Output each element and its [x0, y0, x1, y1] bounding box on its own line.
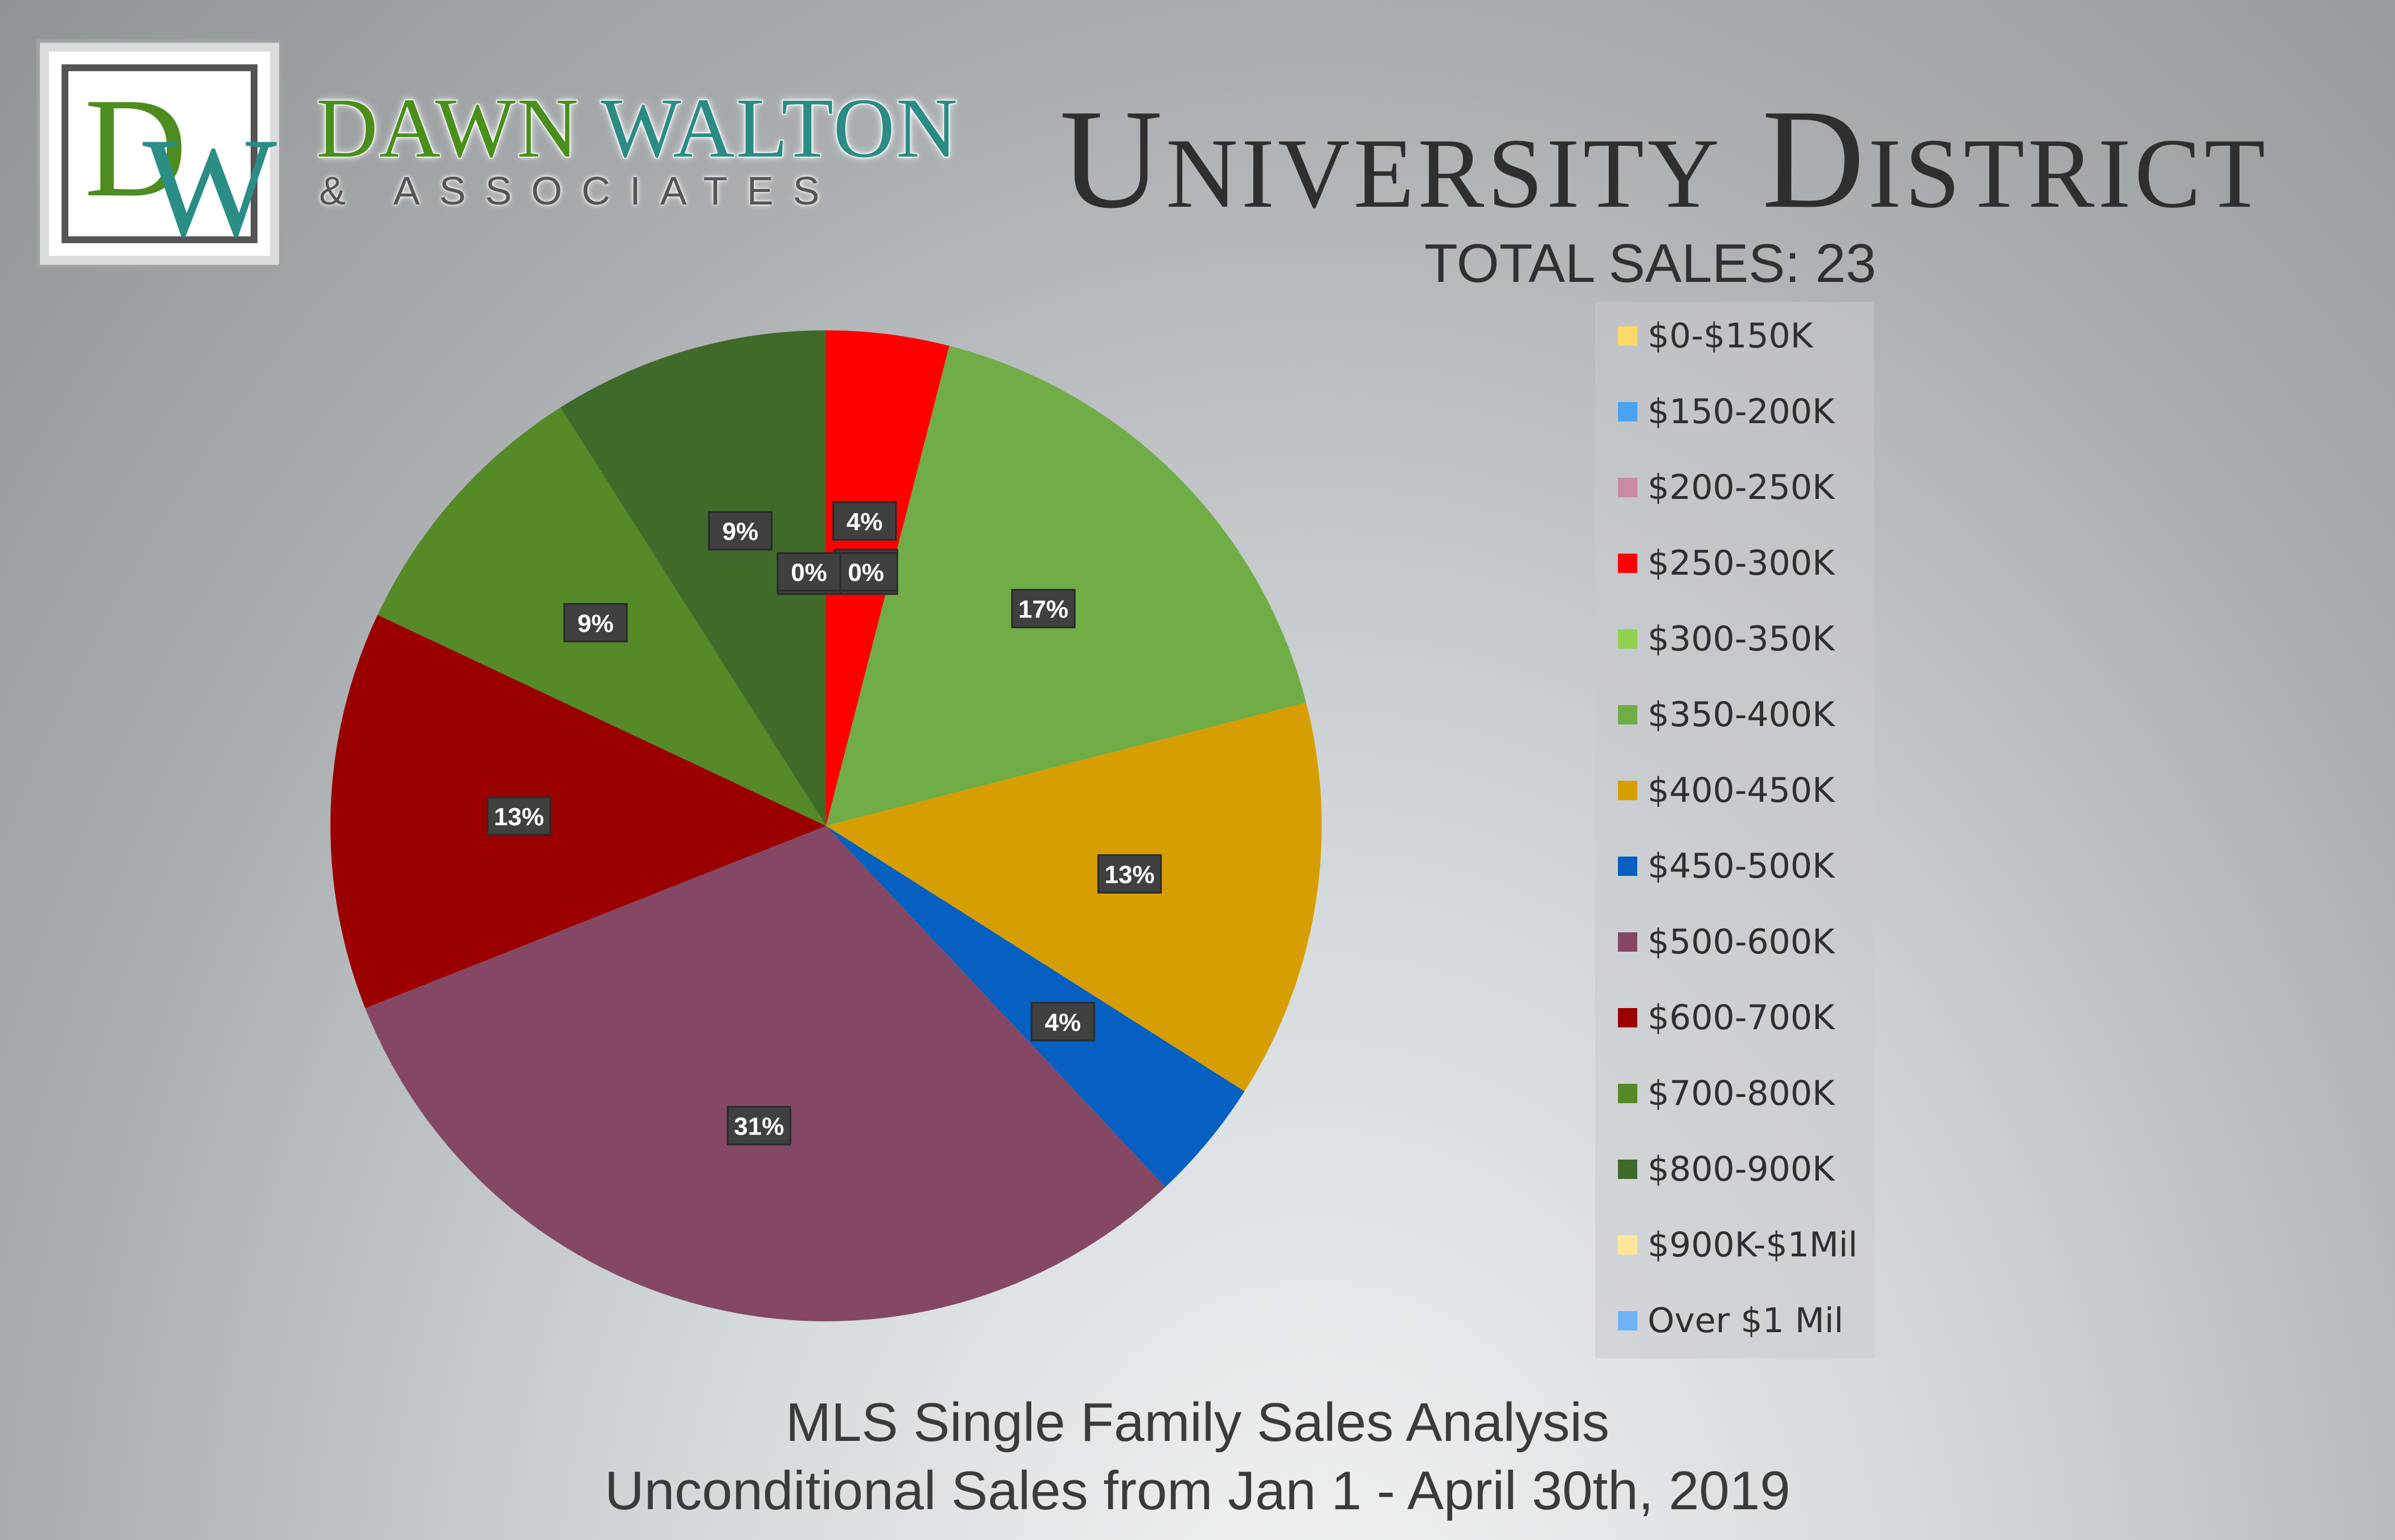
legend-label: Over $1 Mil	[1648, 1301, 1844, 1341]
legend-swatch	[1618, 326, 1637, 346]
legend-swatch	[1618, 478, 1637, 497]
logo: D W	[40, 43, 279, 265]
legend-swatch	[1618, 705, 1637, 724]
legend-label: $250-300K	[1648, 543, 1835, 583]
pie-slice-6	[826, 702, 1322, 1092]
legend-label: $300-350K	[1648, 619, 1835, 659]
pie-data-label-3: 4%	[832, 501, 897, 541]
legend-label: $700-800K	[1648, 1074, 1835, 1113]
legend-swatch	[1618, 402, 1637, 421]
legend-swatch	[1618, 629, 1637, 649]
pie-slice-5	[826, 346, 1306, 826]
pie-data-label-9: 13%	[487, 796, 551, 836]
pie-data-label-5: 17%	[1011, 589, 1076, 629]
legend-item: $400-450K	[1618, 768, 1834, 813]
legend-swatch	[1618, 554, 1637, 573]
logo-letter-d: D	[84, 69, 187, 227]
legend-item: $600-700K	[1618, 995, 1834, 1041]
legend-label: $450-500K	[1648, 846, 1835, 886]
legend-item: $500-600K	[1618, 919, 1834, 965]
legend-swatch	[1618, 1311, 1637, 1330]
legend-swatch	[1618, 1160, 1637, 1179]
pie-data-label-11: 9%	[708, 511, 773, 551]
svg-text:17%: 17%	[1018, 596, 1068, 624]
page-title: University District	[1060, 80, 2269, 238]
legend-label: $900K-$1Mil	[1648, 1225, 1858, 1265]
pie-slice-9	[330, 615, 826, 1009]
logo-letter-w: W	[142, 109, 277, 267]
legend-item: $350-400K	[1618, 692, 1834, 738]
pie-data-label-7: 4%	[1031, 1002, 1096, 1042]
legend-label: $200-250K	[1648, 468, 1835, 507]
legend-item: $200-250K	[1618, 465, 1834, 510]
legend-label: $500-600K	[1648, 922, 1835, 962]
svg-text:0%: 0%	[791, 559, 827, 587]
total-sales: TOTAL SALES: 23	[1424, 233, 1877, 294]
pie-slice-8	[365, 826, 1166, 1321]
legend-swatch	[1618, 857, 1637, 876]
svg-text:31%: 31%	[734, 1112, 784, 1140]
brand-name-last: WALTON	[600, 81, 959, 175]
legend-item: $700-800K	[1618, 1071, 1834, 1116]
brand-name-first: DAWN	[316, 81, 580, 175]
legend-swatch	[1618, 1008, 1637, 1027]
svg-text:4%: 4%	[847, 508, 883, 536]
pie-data-label-4: 0%	[833, 552, 898, 592]
footer-title: MLS Single Family Sales Analysis	[786, 1392, 1609, 1453]
legend-item: $250-300K	[1618, 540, 1834, 586]
brand-tagline: & ASSOCIATES	[319, 169, 839, 213]
pie-slice-11	[560, 330, 826, 826]
legend-item: $300-350K	[1618, 616, 1834, 662]
svg-text:13%: 13%	[1105, 861, 1155, 888]
svg-text:13%: 13%	[494, 803, 544, 831]
legend-item: $150-200K	[1618, 389, 1834, 435]
legend-swatch	[1618, 1084, 1637, 1103]
pie-data-label-13: 0%	[776, 552, 841, 592]
legend-label: $400-450K	[1648, 771, 1835, 810]
footer-subtitle: Unconditional Sales from Jan 1 - April 3…	[604, 1460, 1791, 1521]
legend-swatch	[1618, 1235, 1637, 1255]
svg-text:4%: 4%	[1045, 1009, 1081, 1037]
svg-text:0%: 0%	[848, 559, 884, 587]
legend-item: $800-900K	[1618, 1146, 1834, 1192]
legend-label: $800-900K	[1648, 1149, 1835, 1189]
legend-label: $150-200K	[1648, 392, 1835, 432]
legend-label: $350-400K	[1648, 695, 1835, 735]
chart-legend: $0-$150K $150-200K $200-250K $250-300K $300-…	[1595, 302, 1874, 1358]
svg-text:9%: 9%	[722, 518, 759, 546]
legend-item: $450-500K	[1618, 843, 1834, 889]
legend-item: $0-$150K	[1618, 313, 1813, 359]
pie-data-label-8: 31%	[726, 1105, 791, 1145]
pie-data-label-6: 13%	[1097, 854, 1162, 894]
legend-item: $900K-$1Mil	[1618, 1222, 1858, 1268]
legend-item: Over $1 Mil	[1618, 1298, 1844, 1344]
brand-name: DAWN WALTON	[316, 85, 959, 172]
legend-swatch	[1618, 932, 1637, 952]
svg-text:9%: 9%	[578, 609, 614, 637]
logo-frame: D W	[62, 64, 277, 259]
legend-label: $600-700K	[1648, 998, 1835, 1038]
pie-chart: 0%0%0%4%0%17%13%4%31%13%9%9%0%0%	[330, 330, 1322, 1321]
pie-data-label-10: 9%	[563, 603, 628, 642]
legend-swatch	[1618, 781, 1637, 800]
legend-label: $0-$150K	[1648, 316, 1813, 356]
